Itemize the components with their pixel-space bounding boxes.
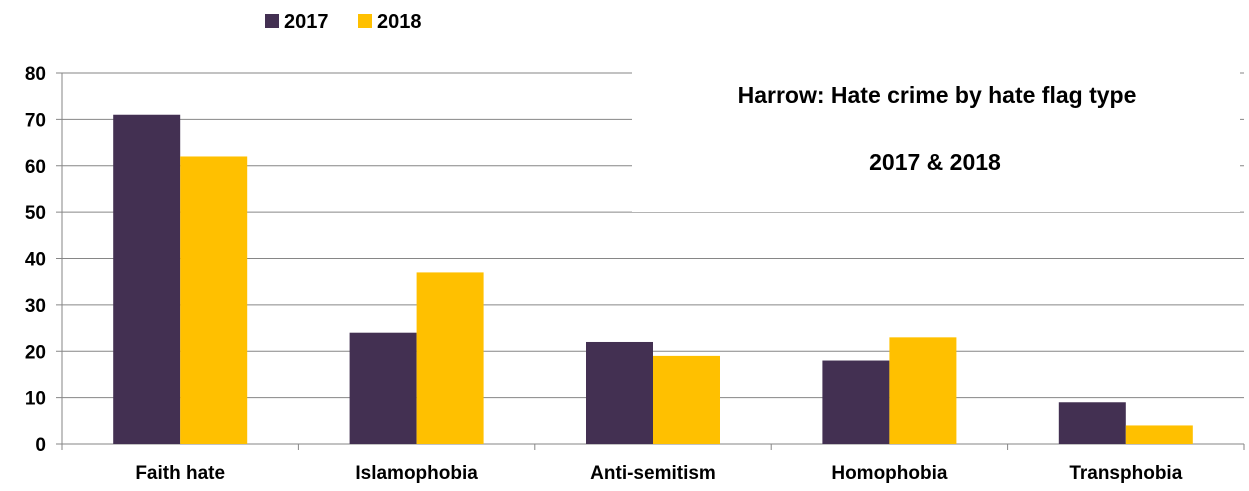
- bar-2017-islamophobia: [349, 332, 417, 444]
- bar-2018-faith-hate: [180, 156, 248, 444]
- bar-2017-homophobia: [822, 360, 890, 444]
- y-tick-label: 50: [25, 203, 46, 224]
- x-category-label: Islamophobia: [355, 463, 478, 484]
- legend-label-2018: 2018: [377, 11, 422, 33]
- y-tick-label: 10: [25, 389, 46, 410]
- legend: 2017 2018: [265, 11, 422, 33]
- y-tick-label: 20: [25, 342, 46, 363]
- bars: [113, 114, 1193, 445]
- y-tick-label: 70: [25, 110, 46, 131]
- legend-label-2017: 2017: [284, 11, 329, 33]
- bar-2017-anti-semitism: [586, 341, 653, 444]
- bar-2018-homophobia: [889, 337, 957, 444]
- bar-2018-anti-semitism: [653, 355, 720, 444]
- legend-swatch-2017: [265, 14, 279, 28]
- y-tick-labels: 0 10 20 30 40 50 60 70 80: [25, 64, 46, 456]
- x-category-label: Transphobia: [1069, 463, 1182, 484]
- x-category-labels: Faith hate Islamophobia Anti-semitism Homop…: [135, 463, 1182, 484]
- bar-2017-transphobia: [1058, 402, 1126, 444]
- chart-title: Harrow: Hate crime by hate flag type: [738, 82, 1137, 108]
- title-block: Harrow: Hate crime by hate flag type 201…: [632, 72, 1240, 212]
- title-background: [632, 72, 1240, 212]
- y-tick-label: 30: [25, 296, 46, 317]
- legend-item-2018: 2018: [358, 11, 422, 33]
- y-tick-label: 80: [25, 64, 46, 85]
- bar-2017-faith-hate: [113, 114, 181, 445]
- chart-subtitle: 2017 & 2018: [869, 149, 1001, 175]
- y-tick-label: 60: [25, 157, 46, 178]
- legend-item-2017: 2017: [265, 11, 329, 33]
- y-tick-label: 40: [25, 250, 46, 271]
- legend-swatch-2018: [358, 14, 372, 28]
- x-category-label: Homophobia: [831, 463, 948, 484]
- bar-2018-transphobia: [1125, 425, 1193, 444]
- x-category-label: Faith hate: [135, 463, 225, 484]
- y-tick-label: 0: [35, 435, 46, 456]
- bar-2018-islamophobia: [416, 272, 484, 444]
- x-category-label: Anti-semitism: [590, 463, 716, 484]
